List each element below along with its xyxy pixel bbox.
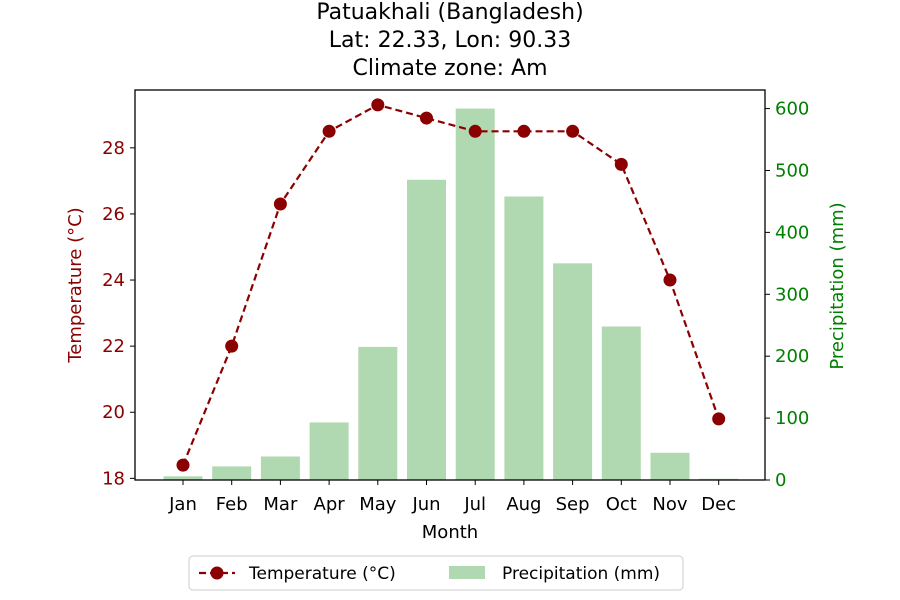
month-tick-label: Mar	[263, 494, 298, 515]
legend-temperature-label: Temperature (°C)	[248, 564, 396, 584]
temperature-point-jun	[420, 111, 433, 125]
plot-frame	[134, 89, 766, 481]
month-tick-label: Jan	[168, 494, 197, 515]
temperature-tick-label: 26	[102, 204, 125, 225]
month-tick-label: May	[359, 494, 397, 515]
temperature-axis-label: Temperature (°C)	[65, 207, 86, 363]
month-tick-label: Aug	[506, 494, 541, 515]
chart-title-line-2: Lat: 22.33, Lon: 90.33	[328, 28, 572, 53]
precipitation-bar-apr	[309, 422, 349, 480]
month-tick-label: Jun	[411, 494, 440, 515]
legend-temperature-marker	[210, 566, 224, 580]
temperature-line	[181, 103, 720, 466]
x-axis-label: Month	[422, 522, 478, 543]
legend: Temperature (°C) Precipitation (mm)	[188, 555, 684, 591]
month-tick-label: Nov	[652, 494, 687, 515]
precipitation-bar-feb	[212, 466, 252, 480]
precipitation-bar-oct	[601, 326, 641, 480]
temperature-tick-label: 20	[102, 402, 125, 423]
precipitation-bar-jul	[455, 108, 495, 480]
temperature-point-jan	[176, 458, 190, 472]
precipitation-bar-nov	[650, 452, 690, 480]
temperature-point-aug	[517, 124, 531, 138]
temperature-point-may	[371, 98, 385, 112]
temperature-point-jul	[468, 124, 482, 138]
legend-precipitation-label: Precipitation (mm)	[502, 564, 660, 584]
precipitation-bar-may	[358, 346, 398, 480]
month-tick-label: Sep	[556, 494, 590, 515]
precipitation-axis-label: Precipitation (mm)	[827, 202, 848, 369]
temperature-point-nov	[663, 273, 677, 287]
temperature-tick-label: 24	[102, 270, 125, 291]
precipitation-tick-label: 400	[775, 222, 809, 243]
precipitation-bar-mar	[260, 456, 300, 480]
precipitation-tick-label: 500	[775, 160, 809, 181]
temperature-point-mar	[273, 197, 287, 211]
precipitation-bar-jun	[407, 179, 446, 480]
precipitation-tick-label: 200	[775, 346, 809, 367]
precipitation-tick-label: 100	[775, 408, 809, 429]
month-tick-label: Dec	[701, 494, 736, 515]
temperature-point-sep	[566, 124, 580, 138]
month-tick-label: Jul	[463, 494, 486, 515]
precipitation-bar-jan	[163, 476, 203, 480]
precipitation-tick-label: 300	[775, 284, 809, 305]
precipitation-bar-aug	[504, 196, 544, 481]
chart-title-line-3: Climate zone: Am	[352, 56, 548, 81]
chart-title-line-1: Patuakhali (Bangladesh)	[316, 0, 584, 25]
temperature-tick-label: 18	[102, 468, 125, 489]
month-tick-label: Apr	[314, 494, 346, 515]
precipitation-tick-label: 0	[775, 470, 786, 491]
month-tick-label: Oct	[606, 494, 637, 515]
legend-precipitation-swatch	[449, 566, 485, 579]
month-tick-label: Feb	[216, 494, 248, 515]
temperature-point-dec	[712, 412, 726, 426]
temperature-tick-label: 28	[102, 138, 125, 159]
temperature-point-feb	[225, 339, 239, 353]
temperature-tick-label: 22	[102, 336, 125, 357]
precipitation-tick-label: 600	[775, 99, 809, 120]
precipitation-bar-sep	[553, 263, 593, 480]
temperature-point-apr	[322, 124, 336, 138]
legend-box	[188, 555, 684, 591]
temperature-point-oct	[614, 157, 628, 171]
